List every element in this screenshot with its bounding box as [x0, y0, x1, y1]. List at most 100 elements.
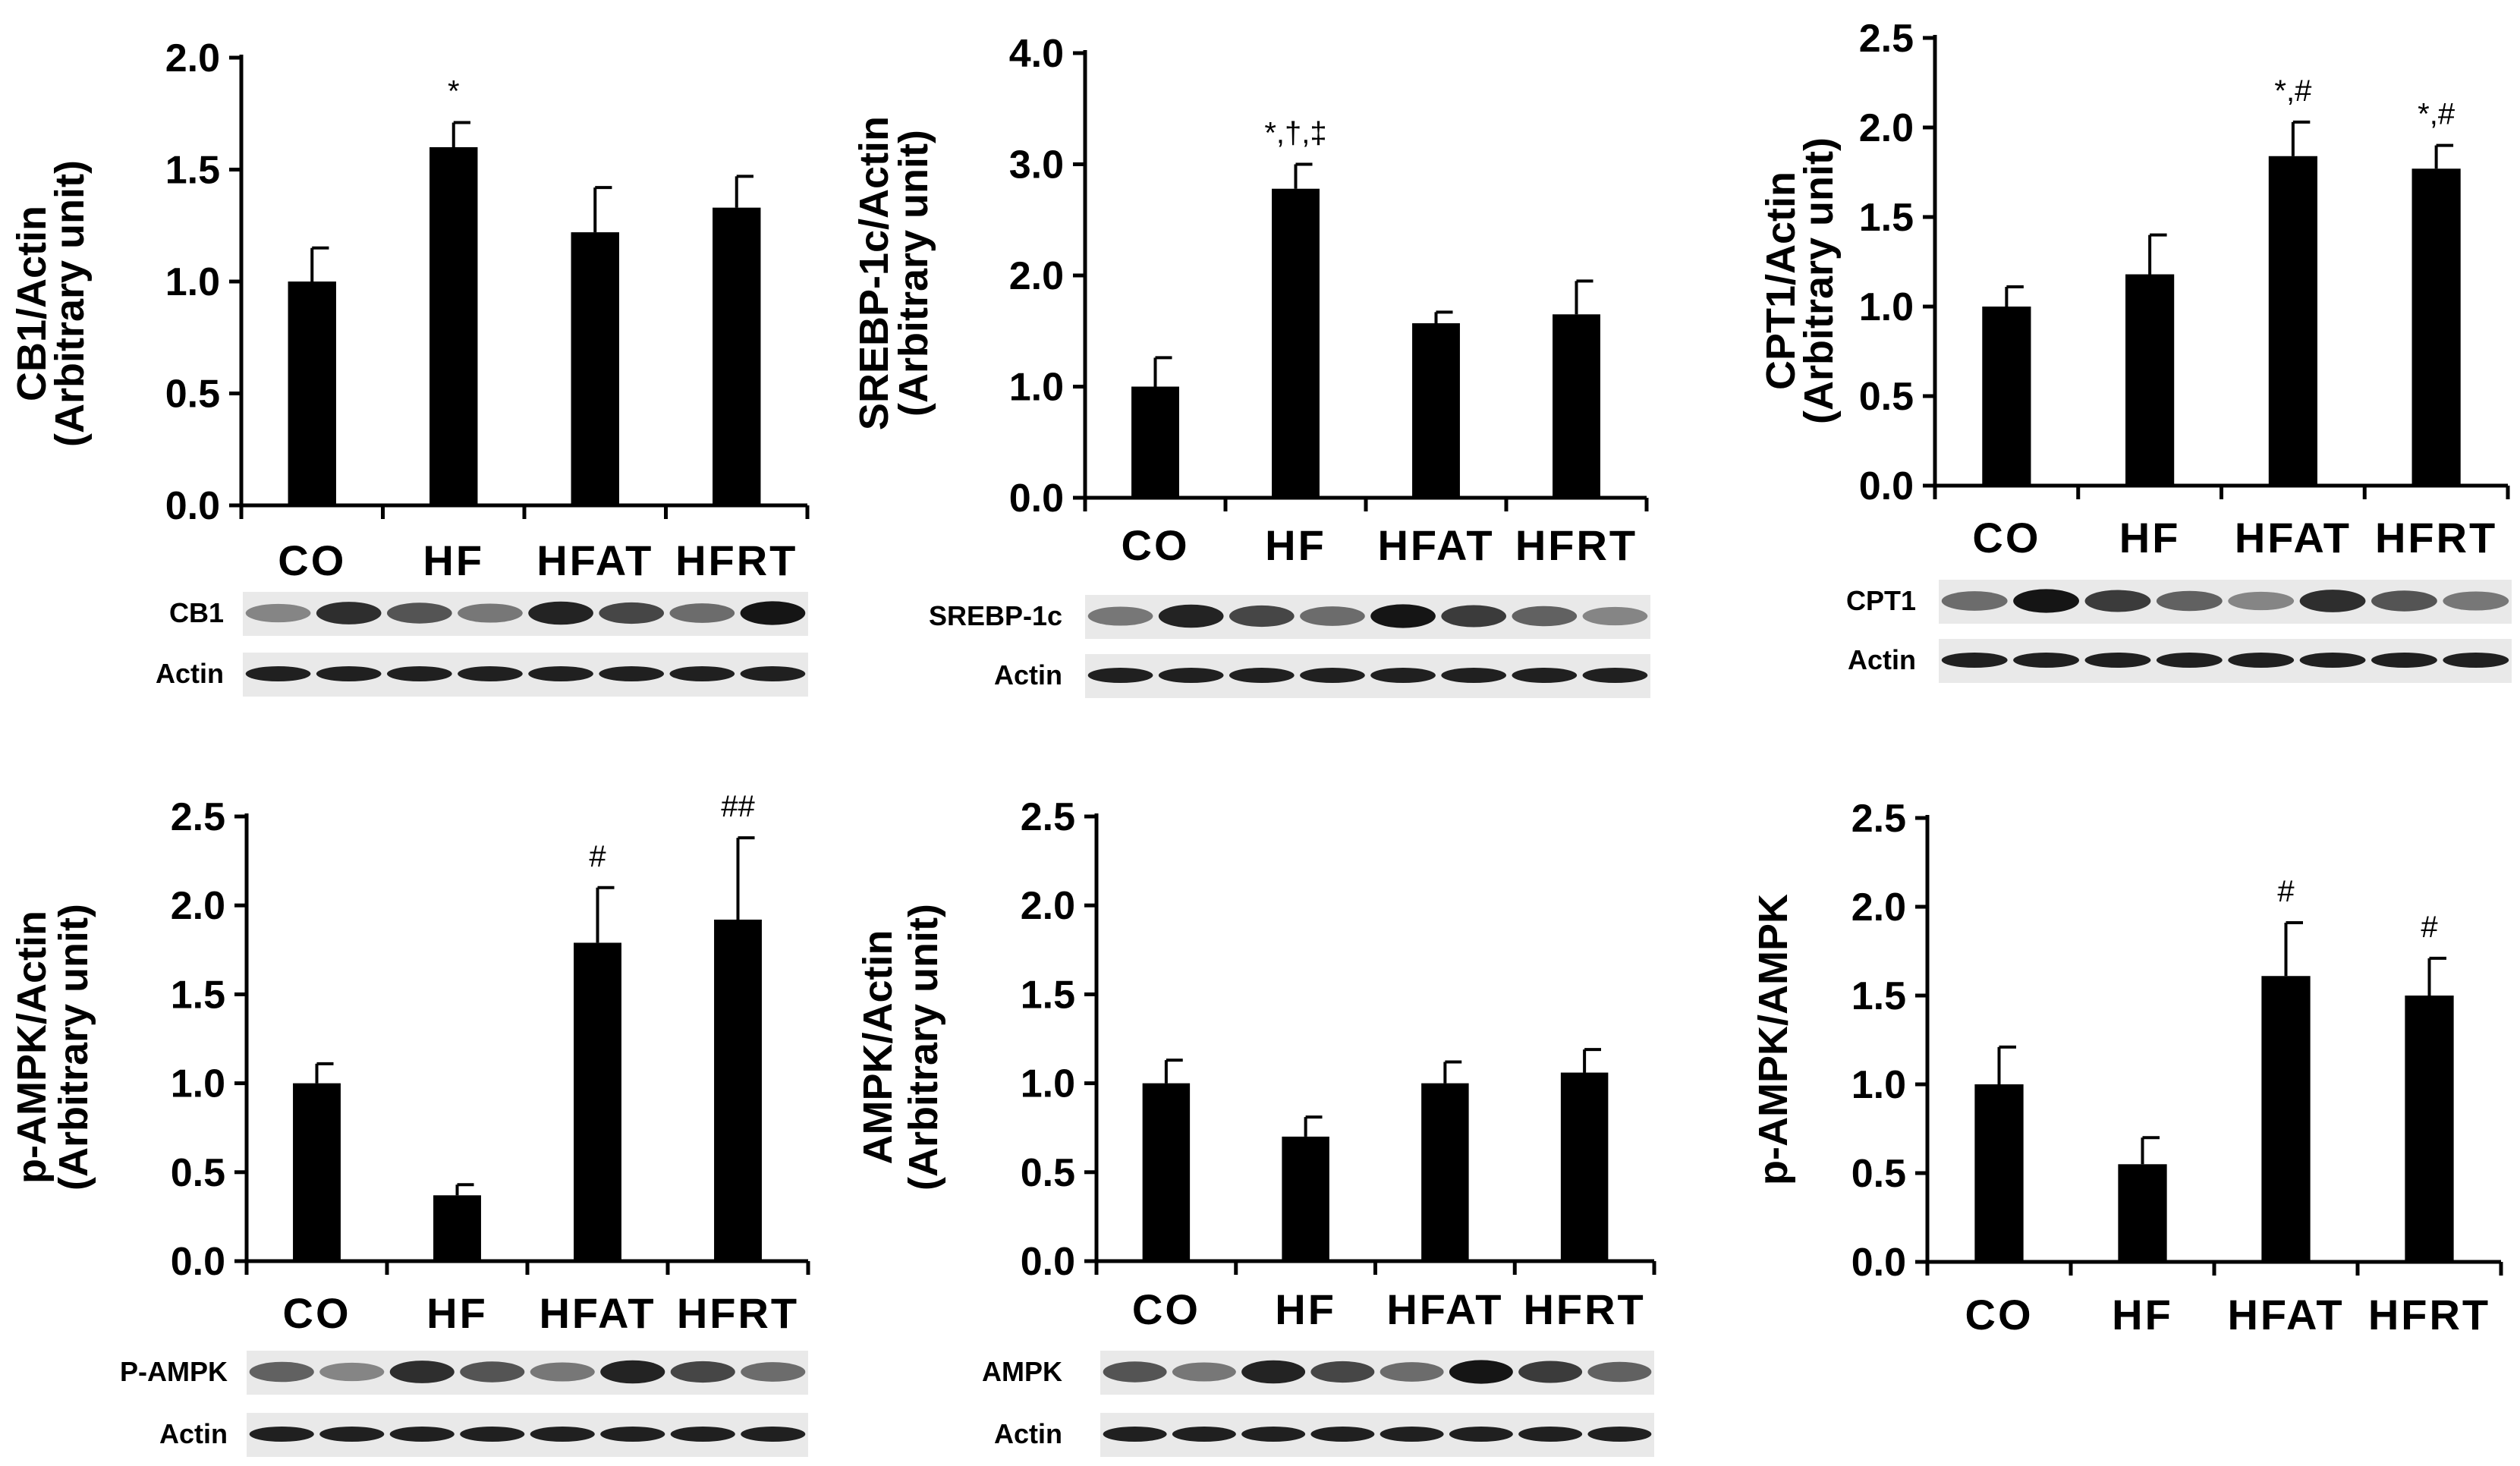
blot-label: Actin [1848, 644, 1916, 675]
x-category-label: HFAT [539, 1289, 656, 1337]
y-tick-label: 0.0 [1859, 464, 1914, 508]
blot-band [2084, 590, 2151, 612]
blot-band [669, 666, 735, 681]
x-category-label: HF [2112, 1291, 2173, 1339]
blot-band [458, 666, 523, 681]
blot-band [1229, 668, 1295, 683]
blot-band [386, 666, 452, 681]
blot-band [1941, 591, 2008, 611]
blot-band [1380, 1427, 1444, 1442]
x-category-label: HFAT [1377, 521, 1494, 569]
blot-label: Actin [994, 1418, 1062, 1449]
x-category-label: CO [278, 536, 346, 584]
blot-band [670, 1361, 735, 1383]
y-axis-title: (Arbitrary unit) [901, 904, 946, 1191]
x-category-label: HF [423, 536, 484, 584]
y-tick-label: 1.0 [171, 1062, 225, 1106]
blot-band [741, 1427, 806, 1442]
blot-band [2156, 653, 2223, 668]
blot-band [460, 1361, 525, 1383]
y-tick-label: 2.0 [1021, 884, 1075, 928]
significance-marker: * [448, 75, 460, 109]
blot-band [2013, 653, 2079, 668]
y-tick-label: 2.0 [1009, 254, 1064, 298]
chart-panel: 0.0 0.5 1.0 1.5 2.0 2.5 CO HF HFAT HFRT AMPK/Actin… [855, 795, 1656, 1457]
chart-panel: 0.0 0.5 1.0 1.5 2.0 2.5 CO HF # HFAT # HFRT p-AMPK/A… [1751, 797, 2503, 1339]
y-tick-label: 2.0 [1851, 886, 1906, 930]
y-axis-title: (Arbitrary unit) [47, 160, 93, 447]
y-axis-title: p-AMPK/AMPK [1751, 894, 1796, 1185]
blot-band [740, 666, 806, 681]
bar-hf [433, 1195, 481, 1261]
significance-marker: *,†,‡ [1264, 117, 1326, 150]
y-axis-title: p-AMPK/Actin [9, 911, 55, 1184]
blot-band [2228, 591, 2295, 611]
blot-band [1512, 668, 1578, 683]
y-axis-title: AMPK/Actin [855, 930, 901, 1165]
blot-band [1370, 604, 1436, 628]
chart-panel: 0.0 0.5 1.0 1.5 2.0 2.5 CO HF *,# HFAT *,# HFRT CPT1… [1758, 17, 2512, 683]
y-tick-label: 0.5 [1021, 1151, 1075, 1195]
blot-band [1103, 1427, 1167, 1442]
bar-hfat [1412, 322, 1460, 498]
blot-band [1087, 668, 1153, 683]
significance-marker: *,# [2418, 98, 2456, 131]
x-category-label: HFAT [2235, 514, 2352, 562]
x-category-label: HFAT [1386, 1285, 1503, 1333]
y-tick-label: 0.0 [165, 484, 220, 528]
bar-hf [1282, 1136, 1329, 1261]
blot-band [1518, 1427, 1583, 1442]
blot-band [1587, 1361, 1652, 1383]
x-category-label: CO [1132, 1285, 1200, 1333]
y-tick-label: 2.5 [171, 795, 225, 839]
y-tick-label: 1.5 [1859, 196, 1914, 240]
bar-hfrt [1560, 1072, 1609, 1261]
significance-marker: *,# [2274, 74, 2312, 108]
x-category-label: HFAT [2227, 1291, 2344, 1339]
blot-band [2228, 653, 2295, 668]
bar-hfat [1421, 1083, 1469, 1261]
y-tick-label: 0.5 [1851, 1152, 1906, 1196]
x-category-label: HFAT [536, 536, 653, 584]
blot-band [1441, 605, 1507, 628]
blot-band [1229, 605, 1295, 628]
blot-band [528, 666, 593, 681]
y-tick-label: 2.5 [1021, 795, 1075, 839]
blot-band [1087, 606, 1153, 626]
y-axis-title: (Arbitrary unit) [1796, 137, 1842, 424]
bar-hf [2118, 1164, 2167, 1262]
blot-band [1172, 1362, 1236, 1382]
blot-band [1941, 653, 2008, 668]
blot-band [2443, 653, 2509, 668]
bar-co [1974, 1084, 2024, 1262]
blot-label: Actin [156, 658, 224, 689]
y-tick-label: 0.5 [1859, 375, 1914, 419]
y-tick-label: 1.0 [1851, 1063, 1906, 1107]
x-category-label: HF [426, 1289, 488, 1337]
y-tick-label: 4.0 [1009, 32, 1064, 76]
bar-hfrt [2405, 996, 2454, 1262]
blot-band [1310, 1427, 1375, 1442]
y-tick-label: 0.5 [165, 373, 220, 417]
y-tick-label: 2.0 [1859, 106, 1914, 150]
x-category-label: HF [1265, 521, 1326, 569]
blot-band [389, 1427, 455, 1442]
y-tick-label: 0.0 [171, 1240, 225, 1284]
blot-band [669, 603, 735, 623]
blot-band [1300, 606, 1365, 626]
blot-label: CB1 [169, 597, 224, 628]
y-tick-label: 0.0 [1009, 477, 1064, 521]
chart-panel: 0.0 1.0 2.0 3.0 4.0 CO *,†,‡ HF HFAT HFRT SREBP-1c… [851, 32, 1650, 698]
blot-band [389, 1361, 455, 1383]
blot-band [1582, 668, 1648, 683]
x-category-label: CO [283, 1289, 351, 1337]
blot-band [1158, 604, 1224, 628]
blot-band [319, 1362, 385, 1382]
y-tick-label: 3.0 [1009, 143, 1064, 187]
blot-label: Actin [994, 659, 1062, 691]
y-tick-label: 0.5 [171, 1151, 225, 1195]
y-tick-label: 2.0 [165, 36, 220, 80]
blot-band [1380, 1362, 1444, 1382]
blot-band [741, 1362, 806, 1382]
